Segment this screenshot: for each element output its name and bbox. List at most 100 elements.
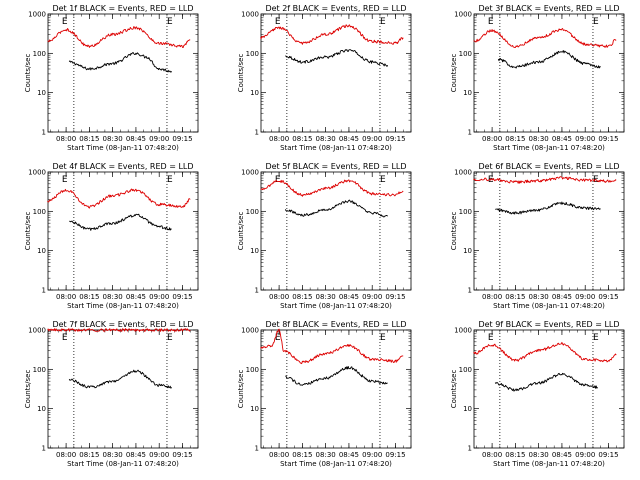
x-tick-label: 09:15 [385,451,405,459]
x-tick-label: 08:00 [56,451,76,459]
x-tick-label: 08:00 [482,135,502,143]
x-axis-label: Start Time (08-Jan-11 07:48:20) [67,302,179,310]
y-tick-label: 1 [42,129,46,137]
y-tick-label: 10 [250,89,259,97]
panel-6: Det 6f BLACK = Events, RED = LLD 1 10 100 10… [450,162,625,310]
panel-8: Det 8f BLACK = Events, RED = LLD 1 10 100 10… [237,320,412,468]
y-tick-label: 10 [37,89,46,97]
y-tick-label: 100 [459,366,472,374]
x-axis-label: Start Time (08-Jan-11 07:48:20) [280,460,392,468]
y-tick-label: 100 [246,366,259,374]
plot-frame [47,171,199,291]
plot-frame [473,171,625,291]
y-tick-label: 1000 [454,11,472,19]
event-marker: E [380,333,386,343]
y-tick-label: 10 [463,247,472,255]
x-tick-label: 09:15 [598,293,618,301]
y-tick-label: 1000 [454,169,472,177]
y-tick-label: 10 [463,405,472,413]
x-tick-label: 09:00 [362,293,382,301]
lld-line [47,26,191,48]
x-tick-label: 08:45 [552,293,572,301]
event-marker: E [275,17,281,27]
y-axis-label: Counts/sec [237,54,245,93]
events-line [284,199,388,218]
x-tick-label: 08:30 [316,135,336,143]
plot-frame [260,329,412,449]
y-tick-label: 1 [255,129,259,137]
events-line [285,365,388,386]
y-axis-label: Counts/sec [450,370,458,409]
y-tick-label: 1 [468,129,472,137]
lld-line [473,176,617,184]
y-tick-label: 1 [255,287,259,295]
y-tick-label: 1000 [241,11,259,19]
panel-title: Det 1f BLACK = Events, RED = LLD [52,4,193,13]
x-tick-label: 08:00 [56,293,76,301]
x-tick-label: 08:30 [103,135,123,143]
events-line [494,372,598,392]
x-tick-label: 09:15 [172,135,192,143]
x-tick-label: 08:45 [126,135,146,143]
x-tick-label: 09:00 [575,293,595,301]
y-axis-label: Counts/sec [237,212,245,251]
events-line [69,213,172,231]
plot-frame [473,13,625,133]
panel-5: Det 5f BLACK = Events, RED = LLD 1 10 100 10… [237,162,412,310]
x-tick-label: 08:45 [339,135,359,143]
y-tick-label: 100 [33,208,46,216]
y-tick-label: 100 [33,50,46,58]
event-marker: E [593,333,599,343]
x-tick-label: 08:00 [482,293,502,301]
event-marker: E [275,175,281,185]
x-tick-label: 08:00 [269,293,289,301]
x-axis-label: Start Time (08-Jan-11 07:48:20) [67,144,179,152]
event-marker: E [62,17,68,27]
x-tick-label: 08:30 [529,293,549,301]
panel-title: Det 9f BLACK = Events, RED = LLD [478,320,619,329]
panel-2: Det 2f BLACK = Events, RED = LLD 1 10 100 10… [237,4,412,152]
x-tick-label: 09:00 [575,135,595,143]
x-tick-label: 08:00 [269,135,289,143]
lld-line [260,328,404,365]
lld-line [47,188,191,209]
x-tick-label: 09:00 [362,451,382,459]
event-marker: E [167,333,173,343]
x-tick-label: 08:15 [505,293,525,301]
panel-title: Det 6f BLACK = Events, RED = LLD [478,162,619,171]
events-line [285,49,389,67]
event-marker: E [62,333,68,343]
panel-title: Det 7f BLACK = Events, RED = LLD [52,320,193,329]
x-tick-label: 08:30 [103,451,123,459]
x-tick-label: 08:15 [292,451,312,459]
y-axis-label: Counts/sec [237,370,245,409]
y-tick-label: 1000 [28,327,46,335]
event-marker: E [167,175,173,185]
x-tick-label: 08:15 [292,293,312,301]
y-tick-label: 1000 [28,11,46,19]
event-marker: E [488,333,494,343]
y-tick-label: 100 [459,50,472,58]
x-tick-label: 08:15 [505,135,525,143]
events-line [497,50,601,69]
x-tick-label: 08:30 [529,135,549,143]
lld-line [473,28,617,48]
x-tick-label: 09:15 [598,135,618,143]
panel-3: Det 3f BLACK = Events, RED = LLD 1 10 100 10… [450,4,625,152]
x-tick-label: 08:45 [126,293,146,301]
y-axis-label: Counts/sec [24,212,32,251]
y-tick-label: 100 [246,50,259,58]
panel-title: Det 3f BLACK = Events, RED = LLD [478,4,619,13]
x-axis-label: Start Time (08-Jan-11 07:48:20) [493,460,605,468]
x-tick-label: 09:00 [149,451,169,459]
x-tick-label: 09:00 [149,135,169,143]
lld-line [260,179,404,197]
y-tick-label: 100 [246,208,259,216]
panel-title: Det 4f BLACK = Events, RED = LLD [52,162,193,171]
x-tick-label: 08:00 [56,135,76,143]
panel-4: Det 4f BLACK = Events, RED = LLD 1 10 100 10… [24,162,199,310]
x-tick-label: 08:00 [269,451,289,459]
x-tick-label: 08:15 [292,135,312,143]
